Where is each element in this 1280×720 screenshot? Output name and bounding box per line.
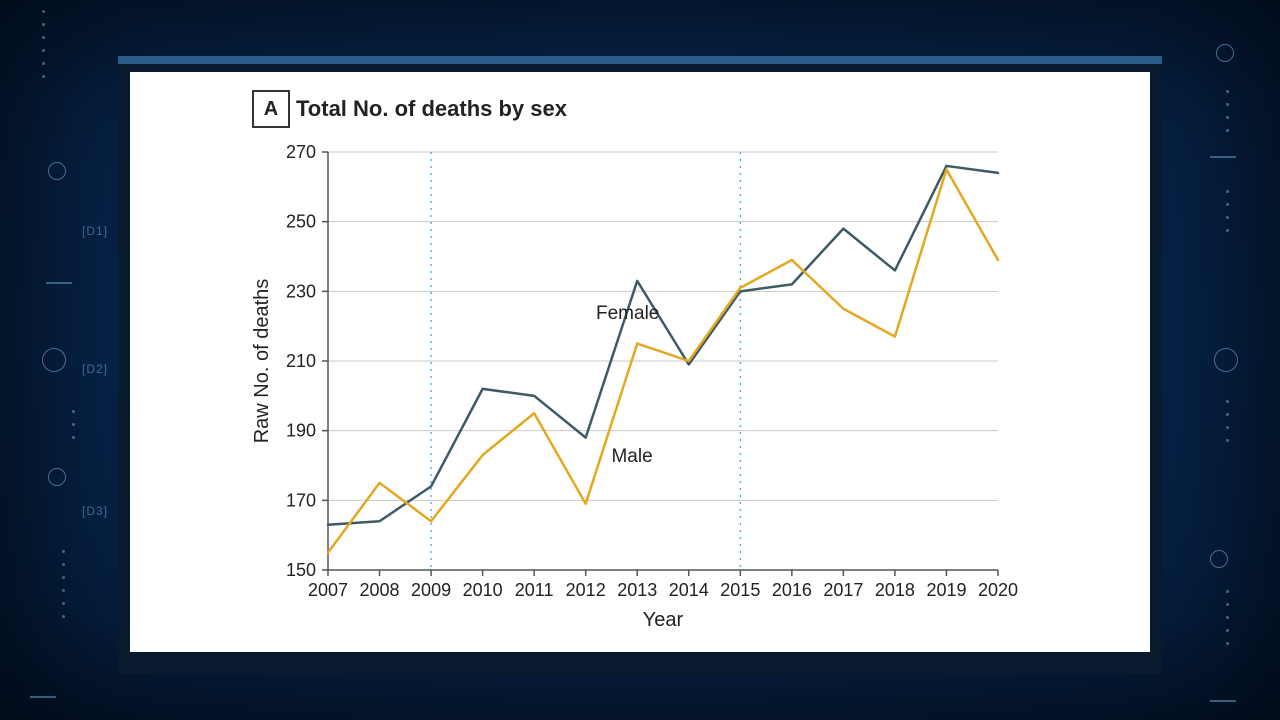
svg-text:250: 250	[286, 212, 316, 232]
svg-text:2009: 2009	[411, 580, 451, 600]
svg-text:2018: 2018	[875, 580, 915, 600]
hud-ring-icon	[1214, 348, 1238, 372]
svg-text:2013: 2013	[617, 580, 657, 600]
hud-ring-icon	[48, 468, 66, 486]
svg-text:150: 150	[286, 560, 316, 580]
svg-text:Male: Male	[611, 446, 652, 467]
svg-text:2020: 2020	[978, 580, 1018, 600]
panel-letter-box: A	[252, 90, 290, 128]
hud-label-d2: [D2]	[82, 362, 108, 376]
svg-text:190: 190	[286, 421, 316, 441]
svg-text:270: 270	[286, 142, 316, 162]
svg-text:2011: 2011	[515, 580, 554, 600]
svg-text:2015: 2015	[720, 580, 760, 600]
hud-ring-icon	[42, 348, 66, 372]
svg-text:230: 230	[286, 281, 316, 301]
svg-text:Female: Female	[596, 303, 659, 324]
hud-dash-icon	[1210, 156, 1236, 158]
chart-title: Total No. of deaths by sex	[296, 96, 567, 122]
hud-ring-icon	[1216, 44, 1234, 62]
hud-dash-icon	[46, 282, 72, 284]
svg-text:2008: 2008	[360, 580, 400, 600]
hud-dash-icon	[30, 696, 56, 698]
svg-text:2007: 2007	[308, 580, 348, 600]
hud-label-d1: [D1]	[82, 224, 108, 238]
svg-text:2014: 2014	[669, 580, 709, 600]
svg-text:2016: 2016	[772, 580, 812, 600]
svg-text:Year: Year	[643, 609, 684, 630]
line-chart: 150 170 190 210 230 250 270 2007 2008 2009 2010 201…	[240, 140, 1030, 630]
hud-dash-icon	[1210, 700, 1236, 702]
hud-ring-icon	[1210, 550, 1228, 568]
svg-text:2019: 2019	[926, 580, 966, 600]
hud-label-d3: [D3]	[82, 504, 108, 518]
hud-ring-icon	[48, 162, 66, 180]
svg-text:210: 210	[286, 351, 316, 371]
svg-text:2017: 2017	[823, 580, 863, 600]
svg-text:Raw No. of deaths: Raw No. of deaths	[251, 279, 273, 444]
svg-text:170: 170	[286, 490, 316, 510]
svg-text:2012: 2012	[566, 580, 606, 600]
svg-text:2010: 2010	[463, 580, 503, 600]
